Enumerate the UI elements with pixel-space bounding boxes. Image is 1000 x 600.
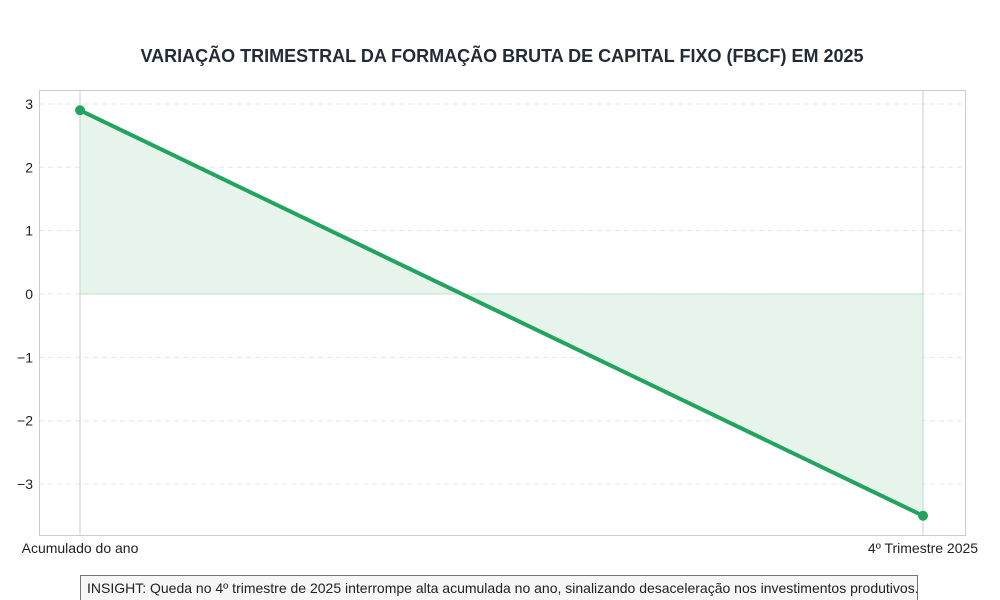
x-tick-label: Acumulado do ano <box>22 540 139 556</box>
plot-frame <box>39 90 966 536</box>
y-tick-label: 0 <box>25 286 33 302</box>
y-tick-label: 1 <box>25 223 33 239</box>
y-tick-label: −2 <box>17 413 33 429</box>
y-tick-label: −3 <box>17 476 33 492</box>
data-point <box>918 510 928 521</box>
data-point <box>75 105 85 116</box>
series-line <box>79 108 924 518</box>
y-tick-label: 2 <box>25 159 33 175</box>
y-tick-label: −1 <box>17 349 33 365</box>
insight-box: INSIGHT: Queda no 4º trimestre de 2025 i… <box>80 575 919 600</box>
x-tick-label: 4º Trimestre 2025 <box>868 540 978 556</box>
chart-title: VARIAÇÃO TRIMESTRAL DA FORMAÇÃO BRUTA DE… <box>140 45 863 66</box>
y-tick-label: 3 <box>25 96 33 112</box>
